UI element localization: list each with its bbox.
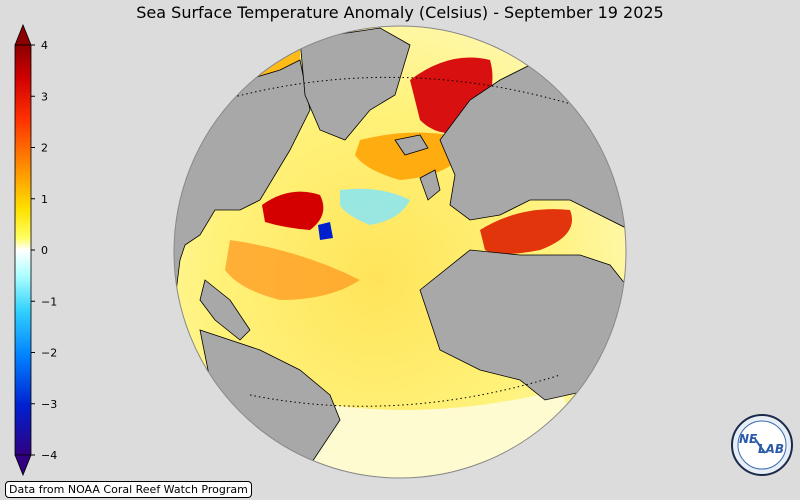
colorbar: 4 3 2 1 0 −1 −2 −3 −4	[14, 23, 57, 477]
colorbar-tick-label: −2	[41, 347, 57, 360]
colorbar-tick-label: 1	[41, 193, 48, 206]
logo-inner	[737, 420, 787, 470]
colorbar-tick-label: −1	[41, 295, 57, 308]
nexlab-logo: NE LAB	[731, 414, 793, 476]
logo-x-stroke	[754, 438, 766, 454]
colorbar-tick-label: −3	[41, 398, 57, 411]
tropic-line	[249, 374, 561, 407]
colorbar-tick-label: 0	[41, 244, 48, 257]
gulf-stream-anomaly	[262, 191, 324, 230]
globe-outline	[173, 25, 627, 479]
colorbar-min-arrow	[14, 454, 32, 477]
data-credit: Data from NOAA Coral Reef Watch Program	[5, 481, 252, 498]
colorbar-ticks: 4 3 2 1 0 −1 −2 −3 −4	[31, 39, 57, 462]
cold-anomaly-spot	[318, 222, 333, 240]
arctic-circle-line	[189, 76, 621, 121]
colorbar-tick-label: 2	[41, 142, 48, 155]
mediterranean-anomaly	[480, 209, 572, 254]
iceland	[394, 134, 429, 156]
north-atlantic-warm-band	[355, 132, 470, 180]
logo-text-ne: NE	[739, 432, 758, 446]
colorbar-tick-label: −4	[41, 449, 57, 462]
british-isles	[419, 169, 441, 201]
colorbar-tick-label: 4	[41, 39, 48, 52]
cold-anomaly-patch	[340, 188, 410, 225]
globe-disk	[174, 26, 626, 478]
greenland	[299, 27, 411, 141]
mid-atlantic-warm-patch	[225, 240, 360, 300]
map-title: Sea Surface Temperature Anomaly (Celsius…	[136, 3, 664, 22]
colorbar-max-arrow	[14, 23, 32, 46]
colorbar-gradient	[14, 44, 32, 456]
colorbar-tick-label: 3	[41, 90, 48, 103]
central-america	[199, 279, 251, 341]
